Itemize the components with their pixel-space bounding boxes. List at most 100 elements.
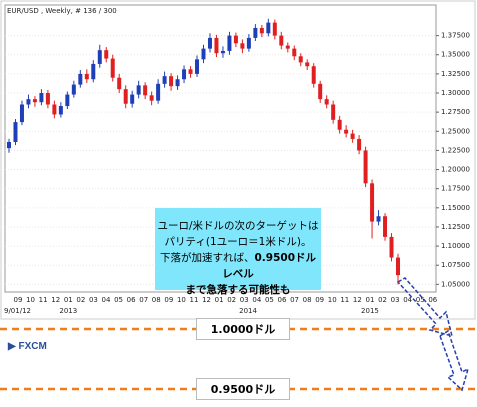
y-tick-label: 1.25000 (441, 127, 470, 135)
x-tick-label: 11 (340, 296, 349, 304)
x-tick-label: 02 (227, 296, 236, 304)
candle-body (292, 48, 297, 57)
x-tick-label: 05 (416, 296, 425, 304)
x-tick-label: 03 (391, 296, 400, 304)
candle-body (188, 69, 193, 74)
y-tick-label: 1.35000 (441, 51, 470, 59)
brand-logo: ▶ FXCM (8, 341, 47, 352)
level-label: 1.0000ドル (196, 318, 290, 340)
candle-body (201, 48, 206, 60)
level-label: 0.9500ドル (196, 378, 290, 400)
x-tick-label: 09 (14, 296, 23, 304)
candle-body (337, 119, 342, 130)
x-tick-label: 09 (315, 296, 324, 304)
annotation-text: 下落が加速すれば、 (159, 252, 255, 264)
candle-body (65, 94, 70, 107)
x-tick-label: 09 (164, 296, 173, 304)
candle-body (84, 73, 89, 80)
y-tick-label: 1.27500 (441, 108, 470, 116)
y-tick-label: 1.17500 (441, 185, 470, 193)
y-tick-label: 1.07500 (441, 261, 470, 269)
candle-body (78, 73, 83, 85)
y-tick-label: 1.10000 (441, 242, 470, 250)
y-tick-label: 1.15000 (441, 204, 470, 212)
x-period-label: 2015 (361, 307, 379, 315)
annotation-emphasis: 0.9500ドルレベル (222, 252, 317, 280)
candle-body (376, 216, 381, 222)
x-tick-label: 04 (403, 296, 412, 304)
x-tick-label: 10 (26, 296, 35, 304)
x-tick-label: 06 (127, 296, 136, 304)
candle-body (175, 79, 180, 87)
x-tick-label: 02 (76, 296, 85, 304)
y-tick-label: 1.32500 (441, 70, 470, 78)
candle-body (350, 133, 355, 139)
candle-body (149, 95, 154, 101)
annotation-line: 下落が加速すれば、0.9500ドルレベル (155, 250, 321, 282)
y-tick-label: 1.05000 (441, 280, 470, 288)
candle-body (156, 83, 161, 101)
annotation-line: パリティ(1ユーロ＝1米ドル)。 (164, 236, 312, 248)
candle-body (396, 257, 400, 276)
x-tick-label: 01 (64, 296, 73, 304)
chart-title: EUR/USD , Weekly, # 136 / 300 (7, 7, 117, 15)
candle-body (227, 35, 232, 51)
candle-body (331, 104, 336, 120)
candle-body (357, 138, 362, 151)
candle-body (318, 83, 323, 100)
x-tick-label: 12 (51, 296, 60, 304)
x-tick-label: 06 (278, 296, 287, 304)
candle-body (130, 94, 135, 104)
candle-body (104, 50, 109, 59)
candle-body (233, 35, 238, 44)
y-tick-label: 1.30000 (441, 89, 470, 97)
candle-body (45, 93, 50, 105)
candle-body (259, 27, 264, 34)
candle-body (26, 99, 31, 105)
candle-body (13, 122, 18, 142)
candle-body (311, 66, 316, 84)
y-tick-label: 1.20000 (441, 166, 470, 174)
candle-body (324, 99, 329, 105)
x-tick-label: 02 (378, 296, 387, 304)
x-period-label: 2014 (239, 307, 257, 315)
annotation: ユーロ/米ドルの次のターゲットは パリティ(1ユーロ＝1米ドル)。 下落が加速す… (155, 208, 321, 296)
annotation-line: ユーロ/米ドルの次のターゲットは (157, 220, 319, 232)
x-tick-label: 03 (240, 296, 249, 304)
candle-body (240, 43, 245, 49)
arrow (439, 329, 470, 392)
x-tick-label: 12 (353, 296, 362, 304)
candle-body (253, 27, 258, 38)
x-tick-label: 11 (39, 296, 48, 304)
candle-body (214, 37, 219, 54)
x-tick-label: 01 (215, 296, 224, 304)
candle-body (305, 62, 310, 67)
candle-body (123, 89, 128, 104)
candle-body (195, 59, 200, 74)
x-tick-label: 04 (252, 296, 261, 304)
x-tick-label: 11 (190, 296, 199, 304)
candle-body (7, 141, 11, 149)
candle-body (207, 37, 212, 49)
x-tick-label: 05 (265, 296, 274, 304)
candle-body (169, 76, 174, 87)
candle-body (383, 216, 388, 237)
candle-body (52, 104, 57, 115)
x-tick-label: 06 (428, 296, 437, 304)
x-tick-label: 08 (152, 296, 161, 304)
candle-body (389, 236, 394, 258)
candle-body (136, 85, 141, 95)
candle-body (363, 150, 368, 184)
candle-body (220, 50, 225, 54)
candle-body (117, 77, 122, 90)
candle-body (272, 22, 277, 36)
x-tick-label: 10 (328, 296, 337, 304)
candle-body (39, 93, 44, 103)
x-tick-label: 07 (290, 296, 299, 304)
candle-body (285, 45, 290, 49)
candle-body (91, 63, 96, 80)
candle-body (182, 69, 187, 80)
candle-body (71, 84, 76, 95)
candle-body (32, 99, 37, 103)
x-tick-label: 01 (365, 296, 374, 304)
